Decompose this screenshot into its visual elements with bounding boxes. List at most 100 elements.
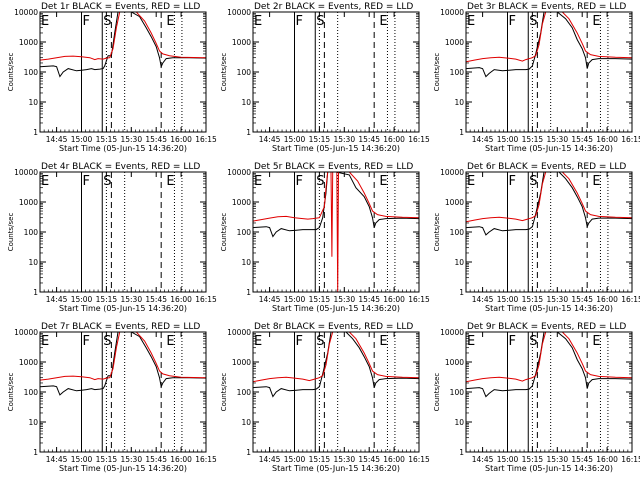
marker-label: E — [467, 14, 475, 29]
y-tick-label: 100 — [24, 228, 39, 237]
x-tick-label: 15:00 — [284, 455, 306, 464]
y-tick-label: 100 — [237, 228, 252, 237]
panel-title: Det 5r BLACK = Events, RED = LLD — [254, 162, 413, 172]
x-tick-label: 15:15 — [96, 455, 118, 464]
x-tick-label: 15:30 — [333, 135, 355, 144]
x-axis-label: Start Time (05-Jun-15 14:36:20) — [272, 304, 400, 313]
x-tick-label: 16:15 — [195, 135, 217, 144]
x-tick-label: 15:15 — [522, 455, 544, 464]
y-tick-label: 1000 — [445, 38, 464, 47]
x-tick-label: 15:45 — [145, 135, 167, 144]
x-tick-label: 14:45 — [46, 135, 68, 144]
y-tick-label: 10000 — [227, 8, 251, 17]
marker-label: E — [379, 14, 387, 29]
marker-label: E — [379, 334, 387, 349]
marker-label: S — [529, 174, 537, 189]
marker-label: F — [296, 14, 303, 29]
x-tick-label: 16:15 — [621, 295, 640, 304]
panel-frame — [252, 171, 420, 293]
panel-frame — [252, 11, 420, 133]
x-axis-label: Start Time (05-Jun-15 14:36:20) — [272, 144, 400, 153]
y-axis-label: Counts/sec — [220, 213, 228, 252]
panel-title: Det 7r BLACK = Events, RED = LLD — [41, 322, 200, 332]
x-tick-label: 16:00 — [170, 295, 192, 304]
marker-label: F — [296, 174, 303, 189]
y-axis-label: Counts/sec — [7, 53, 15, 92]
y-tick-label: 10 — [241, 418, 251, 427]
x-tick-label: 15:00 — [497, 135, 519, 144]
marker-label: E — [592, 14, 600, 29]
panel-7: Det 7r BLACK = Events, RED = LLD Counts/s… — [7, 322, 217, 473]
y-tick-label: 10 — [28, 258, 38, 267]
y-tick-label: 1 — [246, 128, 251, 137]
marker-label: F — [83, 334, 90, 349]
y-tick-label: 10000 — [14, 168, 38, 177]
x-tick-label: 15:15 — [522, 135, 544, 144]
x-tick-label: 15:00 — [71, 295, 93, 304]
panel-8: Det 8r BLACK = Events, RED = LLD Counts/s… — [220, 322, 430, 473]
x-tick-label: 16:00 — [596, 135, 618, 144]
y-tick-label: 10000 — [440, 328, 464, 337]
y-tick-label: 1000 — [445, 198, 464, 207]
marker-label: F — [83, 14, 90, 29]
panel-9: Det 9r BLACK = Events, RED = LLD Counts/s… — [433, 322, 640, 473]
x-tick-label: 16:00 — [383, 455, 405, 464]
marker-label: S — [529, 14, 537, 29]
y-axis-label: Counts/sec — [433, 213, 441, 252]
x-tick-label: 15:15 — [96, 295, 118, 304]
x-tick-label: 14:45 — [46, 295, 68, 304]
y-tick-label: 1 — [459, 288, 464, 297]
panel-title: Det 1r BLACK = Events, RED = LLD — [41, 2, 200, 12]
y-tick-label: 100 — [237, 68, 252, 77]
y-tick-label: 10 — [454, 418, 464, 427]
x-tick-label: 15:45 — [358, 455, 380, 464]
x-tick-label: 15:45 — [358, 135, 380, 144]
y-tick-label: 1000 — [232, 358, 251, 367]
marker-label: E — [467, 174, 475, 189]
x-tick-label: 15:00 — [71, 135, 93, 144]
panel-title: Det 6r BLACK = Events, RED = LLD — [467, 162, 626, 172]
marker-label: S — [316, 14, 324, 29]
y-tick-label: 1 — [459, 128, 464, 137]
y-tick-label: 1000 — [232, 38, 251, 47]
x-tick-label: 15:00 — [284, 135, 306, 144]
x-tick-label: 16:00 — [383, 135, 405, 144]
panel-title: Det 8r BLACK = Events, RED = LLD — [254, 322, 413, 332]
y-tick-label: 10000 — [440, 8, 464, 17]
y-tick-label: 1 — [246, 288, 251, 297]
x-tick-label: 15:30 — [120, 295, 142, 304]
x-tick-label: 14:45 — [46, 455, 68, 464]
panel-5: Det 5r BLACK = Events, RED = LLD Counts/s… — [220, 162, 430, 313]
x-tick-label: 15:15 — [96, 135, 118, 144]
x-axis-label: Start Time (05-Jun-15 14:36:20) — [272, 464, 400, 473]
x-tick-label: 15:00 — [497, 295, 519, 304]
marker-label: F — [509, 334, 516, 349]
y-tick-label: 1 — [459, 448, 464, 457]
marker-label: E — [166, 174, 174, 189]
panel-1: Det 1r BLACK = Events, RED = LLD Counts/s… — [7, 2, 217, 153]
x-tick-label: 15:30 — [333, 295, 355, 304]
x-tick-label: 15:30 — [120, 455, 142, 464]
panel-frame — [39, 11, 207, 133]
series-lld-line — [466, 172, 632, 223]
y-tick-label: 1000 — [19, 358, 38, 367]
x-tick-label: 16:15 — [408, 135, 430, 144]
panel-frame — [465, 331, 633, 453]
x-tick-label: 15:30 — [120, 135, 142, 144]
x-tick-label: 15:45 — [571, 295, 593, 304]
series-lld-line — [253, 332, 419, 383]
series-events-line — [253, 332, 419, 398]
panel-6: Det 6r BLACK = Events, RED = LLD Counts/s… — [433, 162, 640, 313]
marker-label: E — [592, 334, 600, 349]
x-axis-label: Start Time (05-Jun-15 14:36:20) — [485, 304, 613, 313]
x-tick-label: 15:00 — [284, 295, 306, 304]
y-tick-label: 1 — [33, 448, 38, 457]
x-tick-label: 15:45 — [571, 135, 593, 144]
y-tick-label: 10 — [28, 418, 38, 427]
panel-frame — [465, 171, 633, 293]
x-axis-label: Start Time (05-Jun-15 14:36:20) — [485, 464, 613, 473]
x-tick-label: 15:30 — [333, 455, 355, 464]
marker-label: F — [509, 174, 516, 189]
x-tick-label: 15:15 — [522, 295, 544, 304]
y-tick-label: 10 — [28, 98, 38, 107]
